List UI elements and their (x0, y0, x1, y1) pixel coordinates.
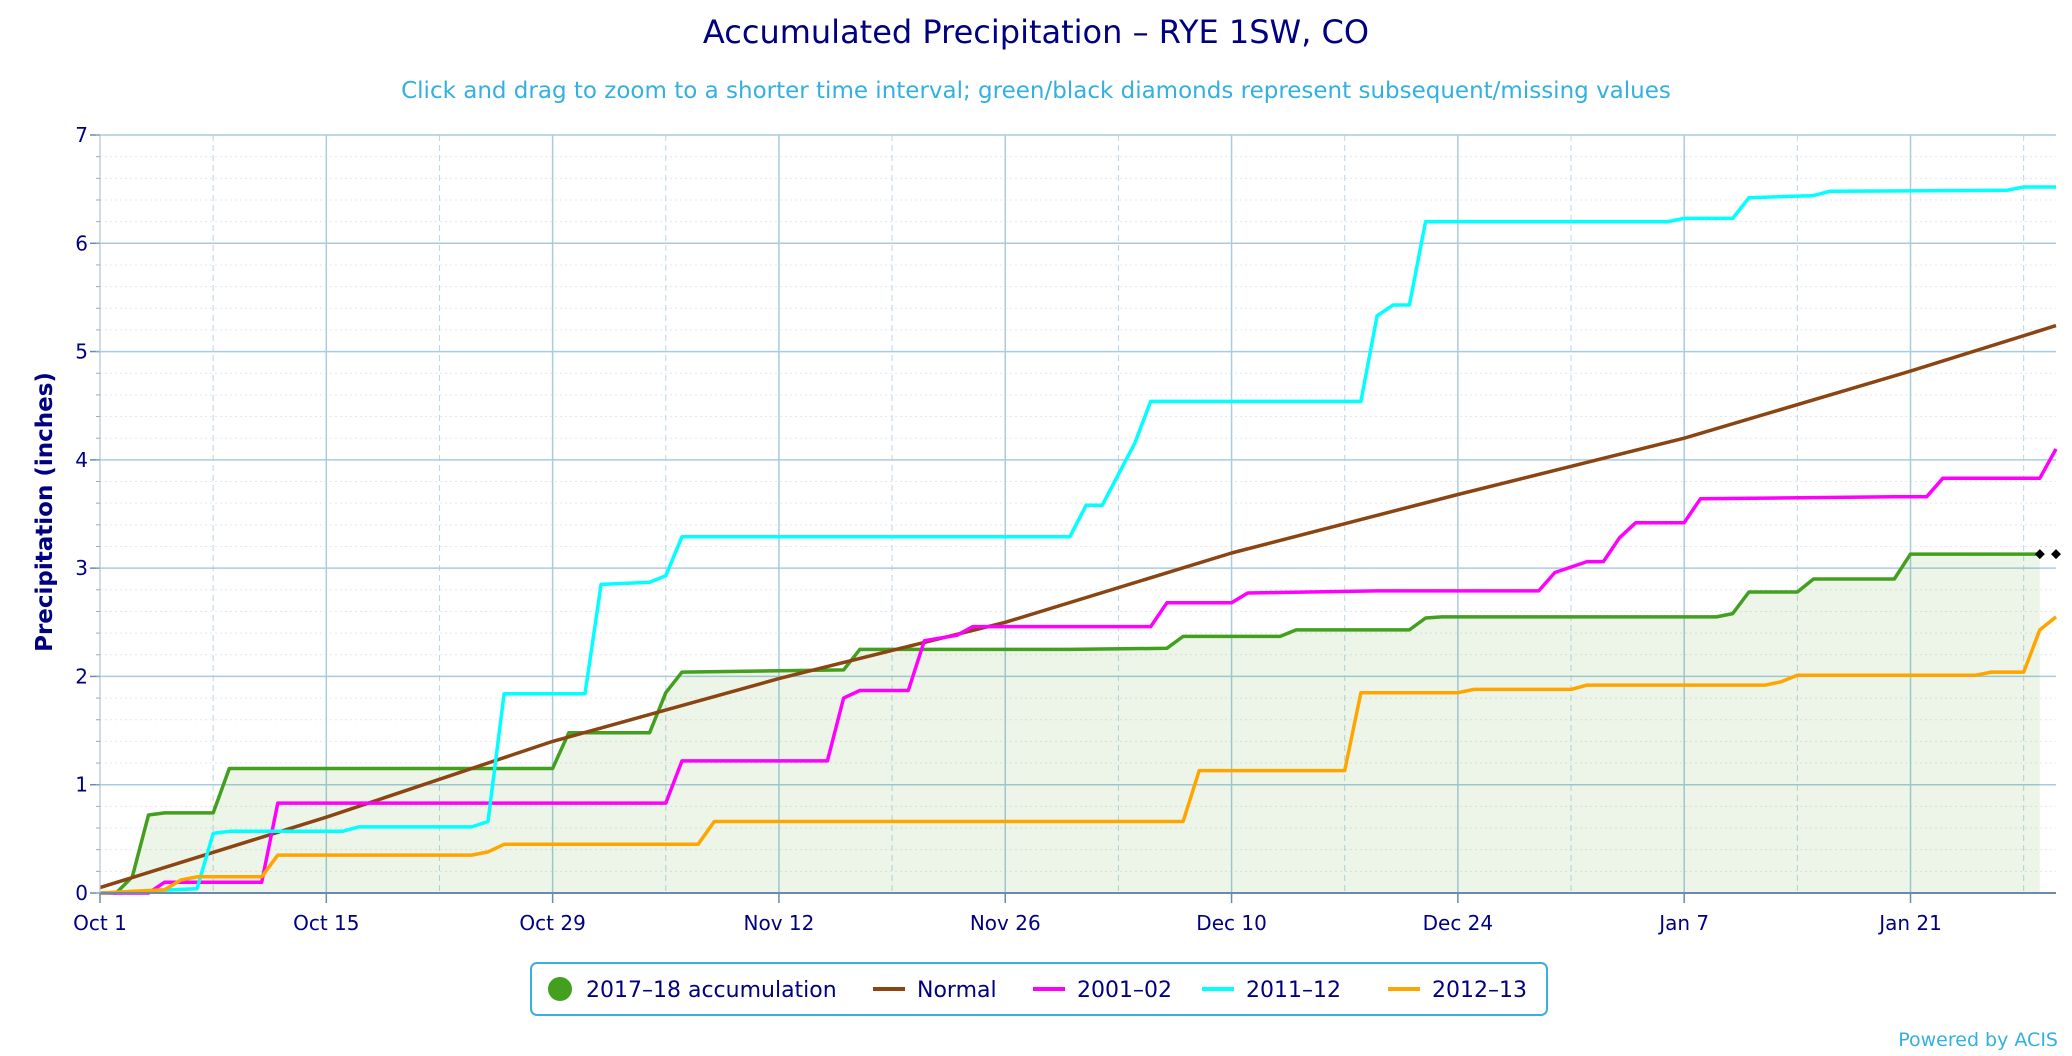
marker-layer (2034, 549, 2061, 560)
series-line-4[interactable] (99, 615, 2058, 895)
x-axis-ticks: Oct 1 Oct 15 Oct 29 Nov 12 Nov 26 Dec 10 Dec 2… (73, 893, 1942, 935)
legend-label: Normal (917, 978, 997, 1003)
legend-label: 2017–18 accumulation (586, 978, 837, 1003)
y-tick-label: 1 (75, 773, 88, 797)
legend[interactable]: 2017–18 accumulation Normal 2001–02 2011–12… (530, 962, 1548, 1016)
series-area-0 (100, 554, 2040, 893)
x-tick-label: Nov 26 (970, 911, 1041, 935)
x-tick-label: Oct 29 (519, 911, 585, 935)
x-tick-label: Jan 21 (1877, 911, 1942, 935)
legend-label: 2001–02 (1077, 978, 1172, 1003)
y-axis-label: Precipitation (inches) (32, 372, 58, 652)
credit-link[interactable]: Powered by ACIS (1898, 1029, 2058, 1051)
chart-title: Accumulated Precipitation – RYE 1SW, CO (703, 13, 1369, 51)
y-tick-label: 2 (75, 664, 88, 688)
x-tick-label: Oct 15 (293, 911, 359, 935)
minor-gridlines (100, 135, 2056, 893)
legend-item-2[interactable]: 2001–02 (1033, 978, 1172, 1003)
x-tick-label: Jan 7 (1657, 911, 1709, 935)
chart-subtitle: Click and drag to zoom to a shorter time… (401, 78, 1671, 104)
y-tick-label: 3 (75, 556, 88, 580)
legend-label: 2011–12 (1246, 978, 1341, 1003)
legend-item-0[interactable]: 2017–18 accumulation (548, 977, 837, 1003)
x-tick-label: Nov 12 (744, 911, 815, 935)
area-layer (100, 554, 2040, 893)
legend-item-3[interactable]: 2011–12 (1202, 978, 1341, 1003)
missing-value-marker[interactable] (2034, 549, 2045, 560)
legend-item-4[interactable]: 2012–13 (1388, 978, 1527, 1003)
x-tick-label: Dec 24 (1423, 911, 1494, 935)
y-axis-ticks: 0 1 2 3 4 5 6 7 (75, 123, 100, 905)
series-layer (99, 185, 2058, 895)
legend-item-1[interactable]: Normal (873, 978, 997, 1003)
series-line-2[interactable] (100, 448, 2058, 895)
series-line-0[interactable] (100, 552, 2040, 895)
y-tick-label: 0 (75, 881, 88, 905)
y-tick-label: 7 (75, 123, 88, 147)
y-tick-label: 5 (75, 340, 88, 364)
legend-swatch-dot (548, 977, 572, 1001)
series-line-3[interactable] (99, 185, 2056, 895)
x-tick-label: Oct 1 (73, 911, 127, 935)
y-tick-label: 4 (75, 448, 88, 472)
missing-value-marker[interactable] (2051, 549, 2061, 560)
x-tick-label: Dec 10 (1196, 911, 1267, 935)
y-tick-label: 6 (75, 231, 88, 255)
legend-label: 2012–13 (1432, 978, 1527, 1003)
series-line-1[interactable] (99, 323, 2057, 890)
